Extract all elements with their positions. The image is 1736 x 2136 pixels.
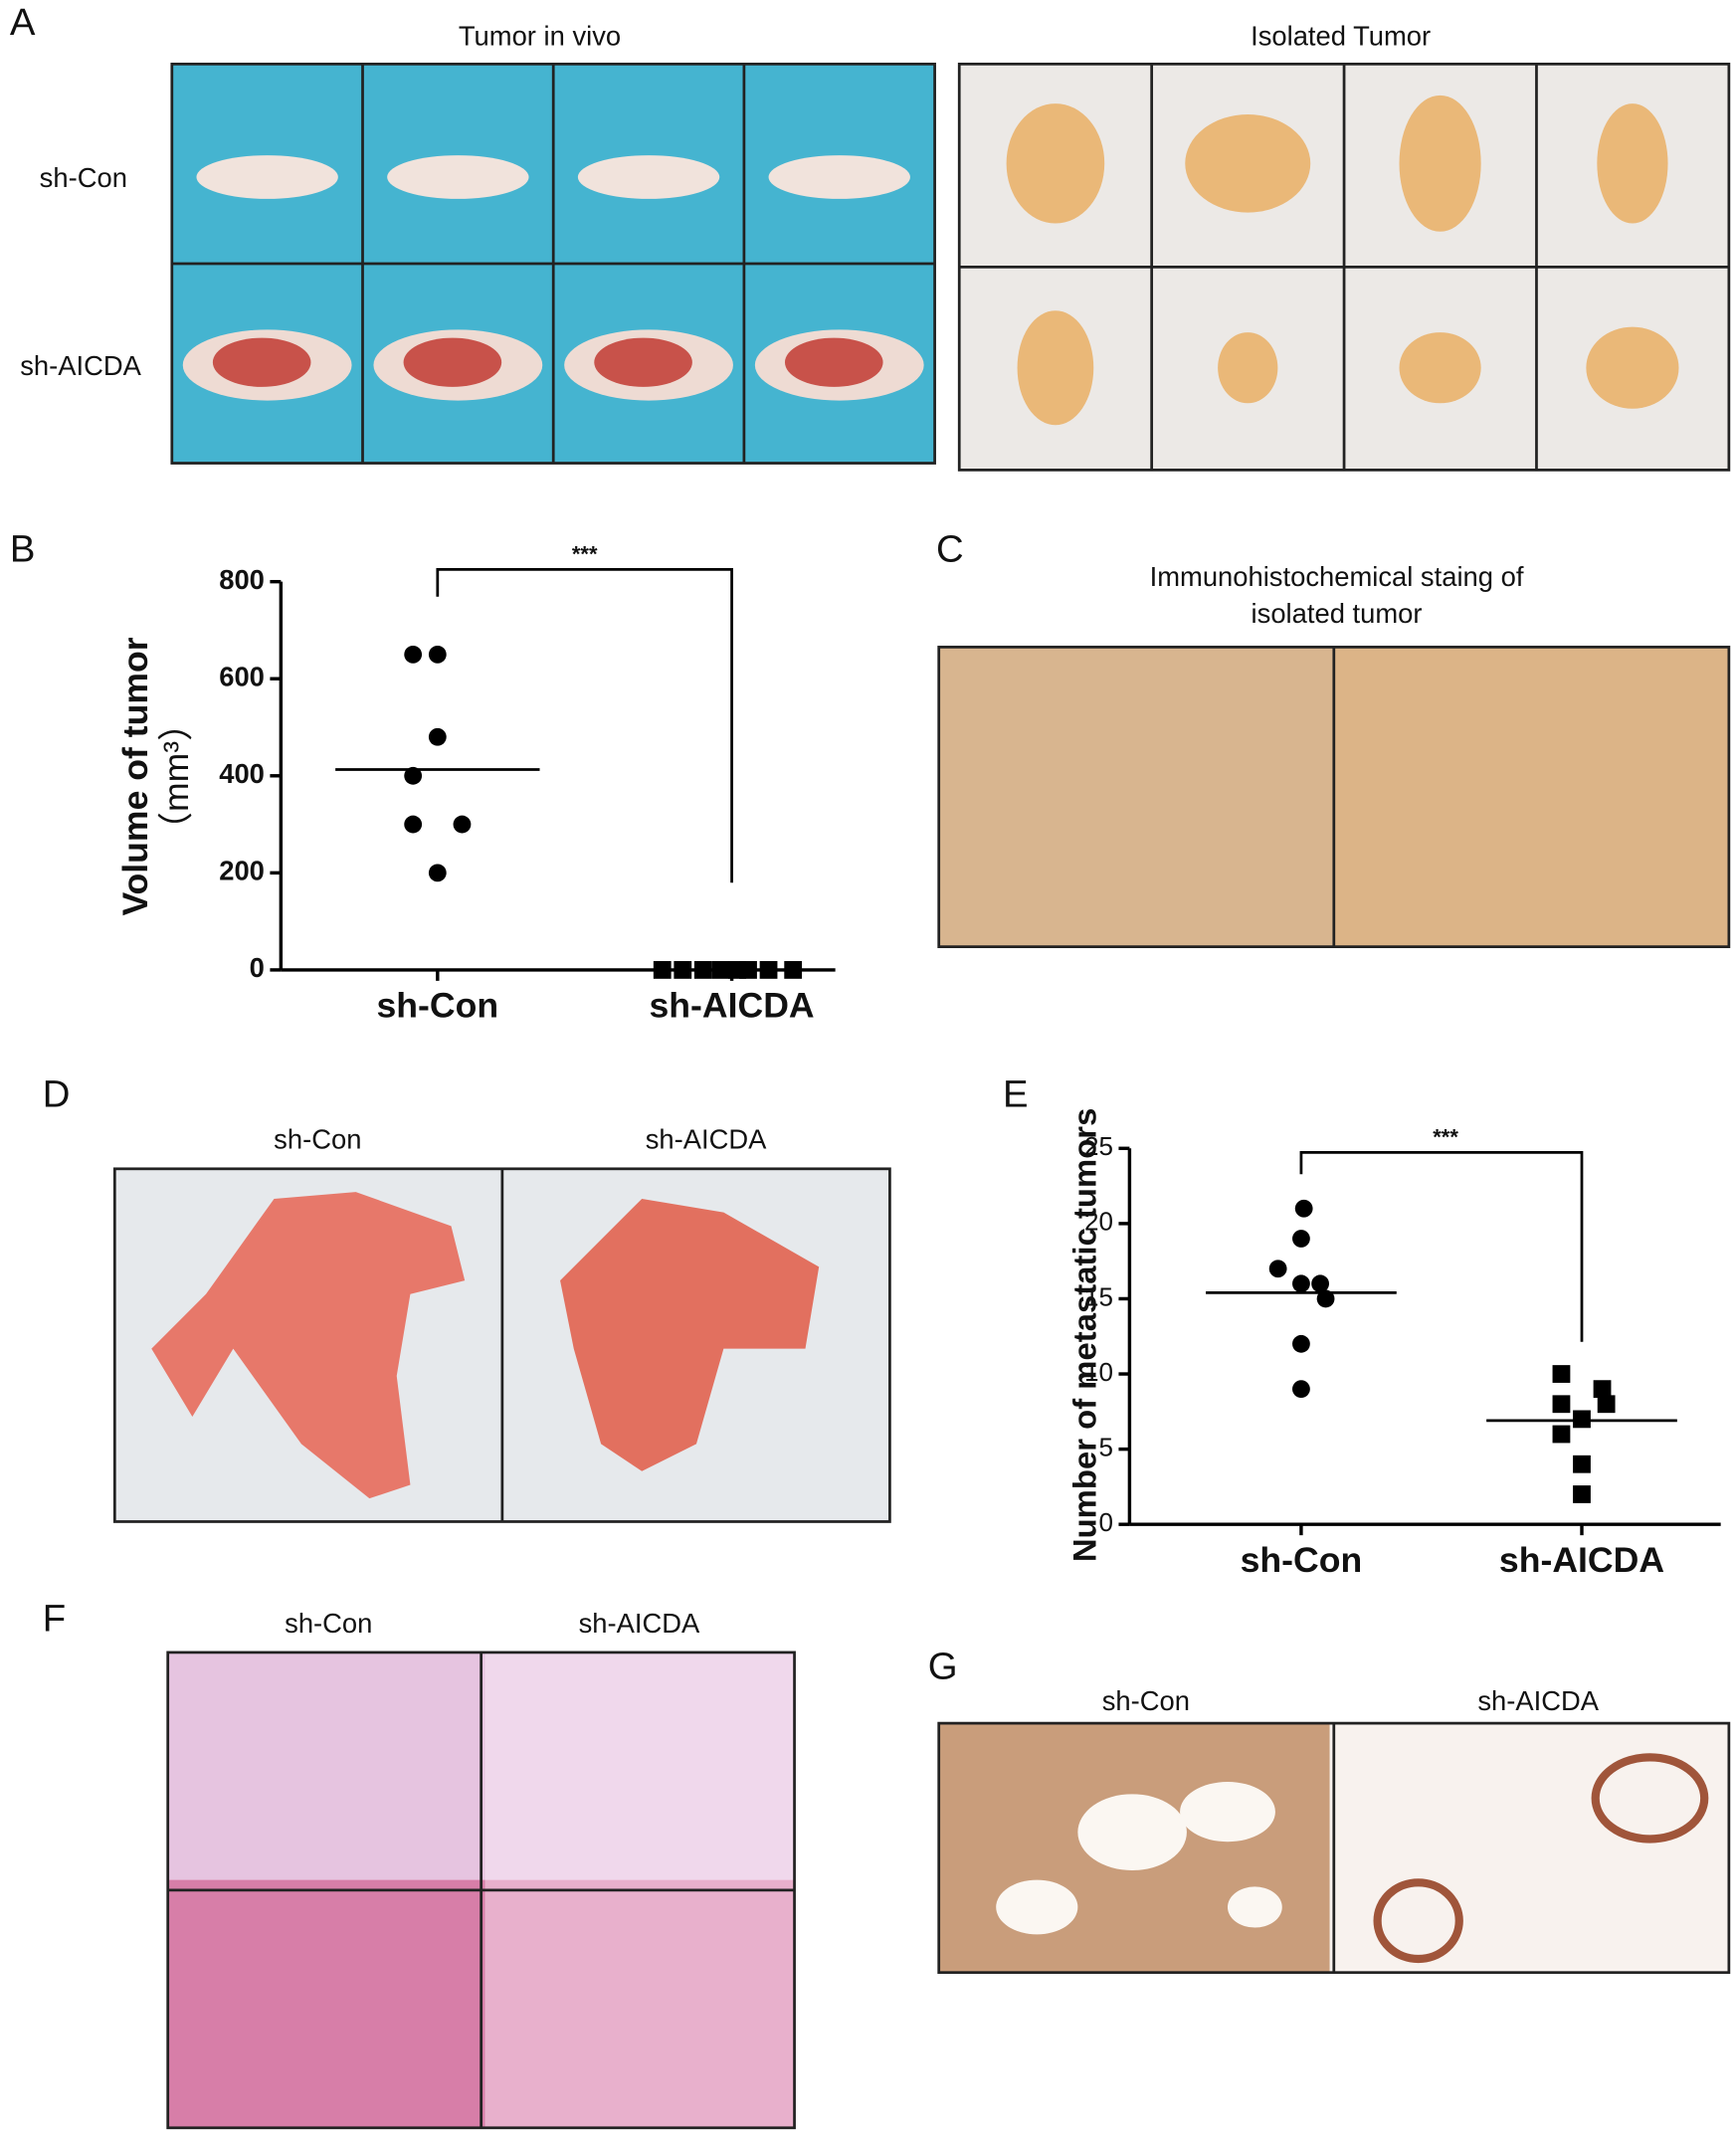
x-tick-label: sh-Con: [1241, 1540, 1363, 1580]
data-point: [1292, 1334, 1310, 1353]
data-point: [453, 815, 472, 834]
panel-title: Isolated Tumor: [1251, 21, 1431, 52]
data-point: [1292, 1230, 1310, 1248]
photo: [167, 1651, 485, 1880]
panel-label: D: [43, 1072, 71, 1115]
data-point: [1573, 1455, 1591, 1473]
data-point: [1316, 1289, 1335, 1308]
vessel-photo: [1227, 1886, 1282, 1928]
photo: [484, 1651, 795, 1880]
panel-title: Immunohistochemical staing of: [1150, 561, 1524, 592]
tumor-photo: [1399, 95, 1481, 232]
significance-label: ***: [572, 541, 598, 566]
mouse-photo: [387, 155, 529, 199]
data-point: [1552, 1425, 1571, 1444]
x-tick-label: sh-AICDA: [650, 986, 815, 1026]
photo: [167, 1879, 485, 2128]
tumor-photo: [212, 337, 311, 387]
photo: [1332, 647, 1729, 947]
column-label: sh-Con: [274, 1124, 361, 1155]
panel-label: F: [43, 1598, 66, 1641]
y-tick-label: 800: [219, 564, 265, 595]
mouse-photo: [577, 155, 720, 199]
x-tick-label: sh-Con: [377, 986, 499, 1026]
panel-label: A: [10, 1, 36, 44]
data-point: [1593, 1380, 1612, 1399]
data-point: [1268, 1260, 1287, 1278]
tumor-photo: [1399, 332, 1481, 404]
data-point: [404, 766, 423, 785]
y-tick-label: 600: [219, 661, 265, 691]
column-label: sh-Con: [285, 1608, 372, 1639]
panel-label: E: [1003, 1072, 1029, 1115]
tumor-photo: [1185, 114, 1311, 213]
column-label: sh-AICDA: [579, 1608, 700, 1639]
y-tick-label: 25: [1084, 1131, 1113, 1161]
tumor-photo: [1597, 103, 1668, 224]
data-point: [1292, 1274, 1310, 1293]
y-tick-label: 15: [1084, 1281, 1113, 1311]
vessel-photo: [1077, 1794, 1187, 1870]
tumor-photo: [1017, 310, 1094, 426]
row-label: sh-Con: [40, 162, 127, 193]
data-point: [404, 645, 423, 664]
data-point: [428, 645, 447, 664]
tumor-photo: [403, 337, 502, 387]
x-tick-label: sh-AICDA: [1499, 1540, 1664, 1580]
significance-bracket: [436, 567, 733, 883]
panel-label: B: [10, 528, 36, 571]
row-label: sh-AICDA: [20, 350, 141, 381]
column-label: sh-AICDA: [1477, 1685, 1599, 1716]
tumor-photo: [1006, 103, 1105, 224]
data-point: [1292, 1380, 1310, 1399]
y-tick-label: 0: [250, 952, 265, 983]
y-tick-label: 5: [1098, 1432, 1112, 1461]
data-point: [1294, 1199, 1313, 1218]
significance-bracket: [1299, 1151, 1584, 1342]
photo: [1329, 1723, 1729, 1973]
y-tick-label: 0: [1098, 1507, 1112, 1537]
significance-label: ***: [1433, 1124, 1458, 1149]
vessel-photo: [1373, 1878, 1463, 1964]
lung-photo: [151, 1192, 466, 1499]
tumor-photo: [594, 337, 692, 387]
column-label: sh-AICDA: [646, 1124, 767, 1155]
vessel-photo: [1591, 1753, 1709, 1844]
panel-label: G: [928, 1645, 958, 1687]
data-point: [428, 727, 447, 746]
y-tick-label: 20: [1084, 1207, 1113, 1237]
data-point: [428, 864, 447, 882]
lung-photo: [560, 1198, 820, 1471]
y-tick-label: 10: [1084, 1357, 1113, 1387]
vessel-photo: [1180, 1781, 1275, 1843]
y-tick-label: 400: [219, 758, 265, 789]
y-tick-label: 200: [219, 856, 265, 886]
tumor-photo: [784, 337, 883, 387]
data-point: [1311, 1274, 1329, 1293]
panel-label: C: [936, 528, 964, 571]
y-axis-label: Number of metastatic tumors: [1066, 1108, 1103, 1562]
mouse-photo: [768, 155, 910, 199]
data-point: [1552, 1365, 1571, 1383]
data-point: [1597, 1395, 1616, 1414]
mouse-photo: [196, 155, 338, 199]
y-axis-label: （mm³）: [156, 705, 196, 847]
data-point: [404, 815, 423, 834]
photo: [484, 1879, 795, 2128]
y-axis-label: Volume of tumor: [115, 637, 155, 915]
photo: [938, 647, 1333, 947]
data-point: [1573, 1410, 1591, 1429]
vessel-photo: [996, 1879, 1078, 1935]
panel-title: Tumor in vivo: [459, 21, 621, 52]
data-point: [1552, 1395, 1571, 1414]
tumor-photo: [1218, 332, 1278, 404]
column-label: sh-Con: [1102, 1685, 1190, 1716]
data-point: [1573, 1485, 1591, 1503]
panel-title: isolated tumor: [1252, 598, 1423, 629]
tumor-photo: [1586, 326, 1679, 409]
